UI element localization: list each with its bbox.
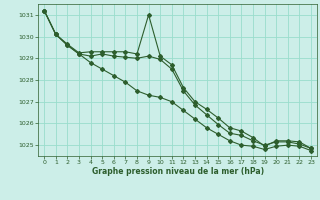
X-axis label: Graphe pression niveau de la mer (hPa): Graphe pression niveau de la mer (hPa) <box>92 167 264 176</box>
